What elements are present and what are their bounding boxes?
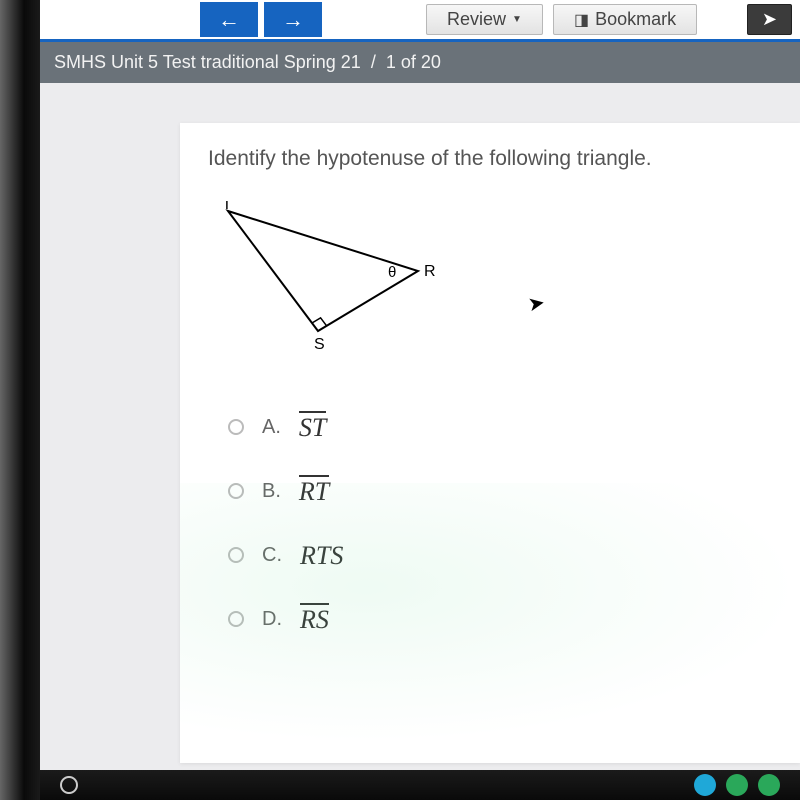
forward-button[interactable]: →: [264, 2, 322, 37]
back-button[interactable]: ←: [200, 2, 258, 37]
breadcrumb: SMHS Unit 5 Test traditional Spring 21 /…: [40, 42, 800, 83]
answer-text: RT: [299, 475, 329, 507]
caret-down-icon: ▼: [512, 14, 522, 25]
mouse-cursor-icon: ➤: [526, 290, 547, 318]
answer-option-c[interactable]: C. RTS: [228, 539, 772, 571]
question-prompt: Identify the hypotenuse of the following…: [208, 147, 772, 171]
question-position: 1 of 20: [386, 52, 441, 72]
svg-text:S: S: [314, 336, 325, 353]
answer-option-a[interactable]: A. ST: [228, 411, 772, 443]
answer-text: ST: [299, 411, 326, 443]
bookmark-icon: ◨: [574, 10, 589, 30]
start-icon[interactable]: [60, 776, 78, 794]
svg-text:θ: θ: [388, 264, 396, 281]
tray-app-icon[interactable]: [758, 774, 780, 796]
triangle-svg: T R S θ: [208, 201, 468, 361]
radio-icon: [228, 419, 244, 435]
answer-list: A. ST B. RT C. RTS D. RS: [208, 411, 772, 635]
test-title: SMHS Unit 5 Test traditional Spring 21: [54, 52, 361, 72]
tray-app-icon[interactable]: [694, 774, 716, 796]
triangle-figure: T R S θ ➤: [208, 201, 772, 361]
bookmark-button[interactable]: ◨ Bookmark: [553, 4, 697, 35]
taskbar-tray: [694, 774, 780, 796]
answer-letter: D.: [262, 608, 282, 631]
svg-text:T: T: [222, 201, 232, 213]
screen: ← → Review ▼ ◨ Bookmark ➤ SMHS Unit 5 Te…: [40, 0, 800, 770]
taskbar: [40, 770, 800, 800]
bookmark-label: Bookmark: [595, 9, 676, 30]
content-area: Identify the hypotenuse of the following…: [40, 83, 800, 771]
answer-option-d[interactable]: D. RS: [228, 603, 772, 635]
answer-text: RTS: [300, 539, 343, 571]
answer-letter: A.: [262, 416, 281, 439]
top-toolbar: ← → Review ▼ ◨ Bookmark ➤: [40, 0, 800, 42]
toolbar-spacer: [328, 0, 418, 39]
answer-letter: B.: [262, 480, 281, 503]
device-left-bezel: [0, 0, 40, 800]
question-card: Identify the hypotenuse of the following…: [180, 123, 800, 763]
review-label: Review: [447, 9, 506, 30]
radio-icon: [228, 547, 244, 563]
answer-letter: C.: [262, 544, 282, 567]
tray-app-icon[interactable]: [726, 774, 748, 796]
radio-icon: [228, 611, 244, 627]
answer-text: RS: [300, 603, 329, 635]
review-button[interactable]: Review ▼: [426, 4, 543, 35]
pointer-icon: ➤: [762, 9, 777, 30]
answer-option-b[interactable]: B. RT: [228, 475, 772, 507]
arrow-right-icon: →: [282, 7, 304, 33]
arrow-left-icon: ←: [218, 7, 240, 33]
pointer-tool-button[interactable]: ➤: [747, 4, 792, 35]
radio-icon: [228, 483, 244, 499]
svg-text:R: R: [424, 263, 436, 280]
